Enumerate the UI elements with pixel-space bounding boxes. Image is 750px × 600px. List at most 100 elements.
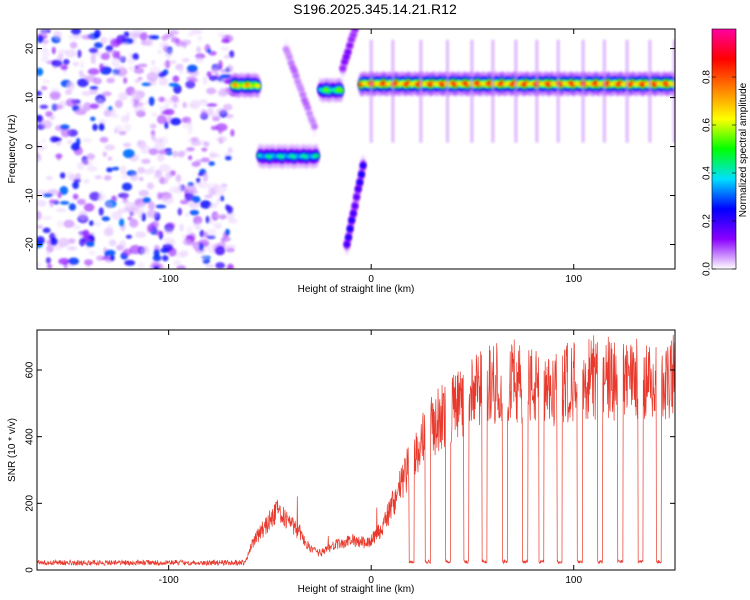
feature-mark: [358, 172, 365, 177]
noise-blob: [197, 35, 203, 42]
noise-blob: [189, 209, 200, 216]
snr-series-line: [37, 334, 675, 567]
noise-blob: [94, 29, 101, 38]
noise-blob: [151, 35, 160, 40]
noise-blob: [163, 227, 174, 235]
noise-blob: [49, 199, 60, 204]
noise-blob: [157, 96, 166, 102]
noise-blob: [165, 222, 176, 229]
noise-blob: [202, 75, 208, 86]
noise-blob: [69, 41, 78, 49]
feature-mark: [288, 60, 295, 66]
colorbar-frame: [711, 28, 737, 270]
noise-blob: [57, 192, 62, 199]
noise-blob: [168, 82, 179, 87]
feature-mark: [339, 66, 346, 71]
colorbar-tick-label: 0.0: [702, 262, 713, 276]
noise-blob: [88, 250, 96, 256]
feature-mark: [289, 65, 296, 70]
feature-mark: [309, 119, 316, 125]
noise-blob: [156, 114, 167, 125]
noise-blob: [146, 182, 155, 190]
feature-streak: [446, 39, 449, 143]
noise-blob: [164, 121, 169, 129]
noise-blob: [170, 117, 182, 126]
noise-blob: [135, 231, 147, 239]
noise-blob: [212, 117, 220, 122]
noise-blob: [41, 29, 47, 37]
noise-blob: [171, 95, 179, 102]
noise-blob: [122, 149, 135, 159]
noise-blob: [142, 197, 151, 204]
feature-mark: [351, 29, 359, 32]
noise-blob: [168, 186, 179, 194]
noise-blob: [147, 223, 157, 233]
heatmap-marks: [37, 29, 675, 269]
noise-blob: [119, 240, 127, 249]
heatmap-feature-chirp: [283, 38, 318, 138]
noise-blob: [162, 243, 174, 251]
noise-blob: [102, 91, 112, 97]
noise-blob: [101, 216, 111, 222]
noise-blob: [59, 186, 69, 195]
noise-blob: [163, 60, 172, 68]
noise-blob: [83, 203, 95, 212]
noise-blob: [137, 166, 145, 174]
noise-blob: [77, 161, 85, 170]
noise-blob: [72, 193, 79, 200]
heatmap-frame: [36, 28, 676, 270]
feature-streak: [391, 39, 395, 143]
noise-blob: [149, 165, 156, 173]
noise-blob: [120, 165, 127, 175]
noise-blob: [37, 142, 42, 146]
noise-blob: [72, 61, 80, 67]
noise-blob: [41, 138, 46, 143]
noise-blob: [56, 153, 61, 161]
feature-mark: [347, 226, 354, 231]
colorbar-tick-label: 0.4: [702, 166, 713, 180]
noise-blob: [148, 96, 155, 107]
noise-blob: [158, 177, 169, 185]
figure-title: S196.2025.345.14.21.R12: [293, 1, 457, 17]
feature-mark: [296, 83, 303, 88]
noise-blob: [60, 64, 68, 71]
noise-blob: [81, 34, 94, 40]
noise-blob: [94, 175, 103, 180]
snr-background: [37, 330, 675, 570]
noise-blob: [111, 71, 117, 80]
noise-blob: [177, 150, 185, 158]
noise-blob: [195, 56, 204, 64]
noise-blob: [200, 200, 212, 209]
noise-blob: [118, 218, 125, 227]
noise-blob: [208, 75, 219, 81]
feature-mark: [286, 55, 293, 60]
noise-blob: [46, 263, 53, 269]
noise-blob: [202, 172, 209, 182]
x-tick-label: 0: [368, 575, 374, 586]
noise-blob: [139, 32, 148, 41]
noise-blob: [114, 99, 123, 109]
noise-blob: [149, 123, 157, 129]
noise-blob: [53, 30, 63, 41]
noise-blob: [227, 263, 234, 269]
noise-blob: [93, 221, 102, 227]
noise-blob: [164, 33, 174, 38]
noise-blob: [81, 90, 93, 97]
noise-blob: [42, 193, 53, 198]
noise-blob: [213, 222, 222, 229]
colorbar-ticks: 0.0 0.2 0.4 0.6 0.8: [702, 70, 736, 276]
feature-mark: [291, 68, 298, 74]
noise-blob: [193, 215, 203, 225]
noise-blob: [55, 208, 67, 213]
noise-blob: [135, 199, 142, 204]
noise-blob: [182, 42, 187, 49]
noise-blob: [214, 63, 220, 73]
noise-blob: [195, 159, 202, 165]
noise-blob: [199, 242, 204, 251]
noise-blob: [179, 223, 185, 232]
noise-blob: [124, 201, 134, 211]
noise-blob: [66, 171, 75, 180]
noise-blob: [99, 136, 109, 143]
noise-blob: [159, 136, 169, 145]
noise-blob: [129, 65, 134, 72]
